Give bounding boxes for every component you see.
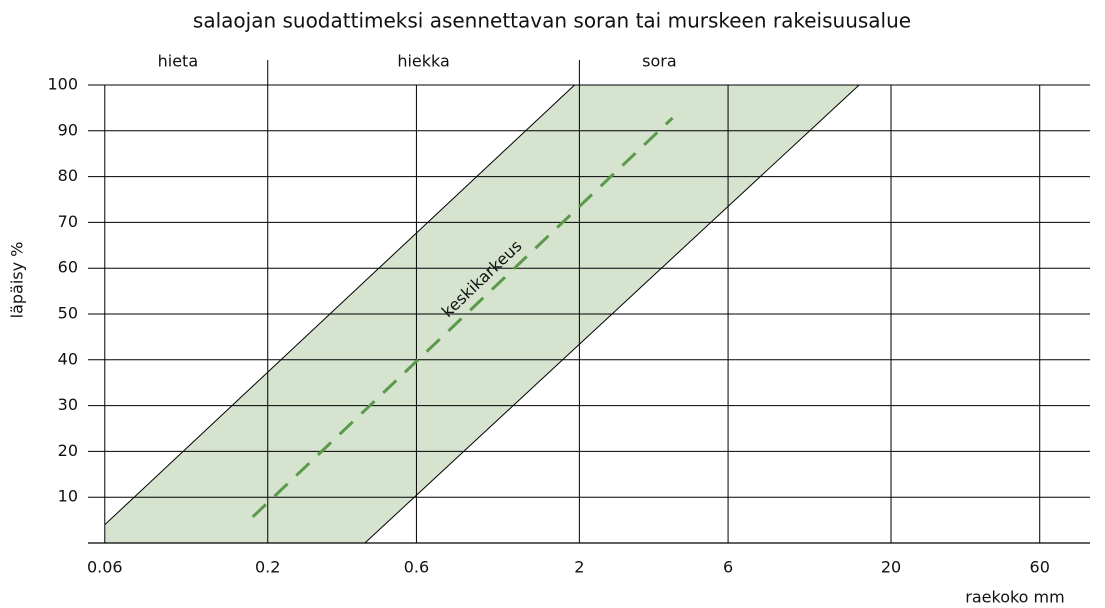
x-tick-label: 0.6	[404, 558, 429, 577]
zone-label: hieta	[158, 52, 199, 71]
y-tick-label: 20	[58, 441, 78, 460]
chart-title: salaojan suodattimeksi asennettavan sora…	[193, 9, 911, 33]
y-axis-label: läpäisy %	[8, 242, 27, 319]
y-tick-label: 10	[58, 487, 78, 506]
zone-label: sora	[642, 52, 677, 71]
y-tick-label: 70	[58, 212, 78, 231]
x-axis-label: raekoko mm	[965, 588, 1064, 607]
x-tick-label: 0.2	[255, 558, 280, 577]
x-tick-label: 0.06	[87, 558, 123, 577]
y-tick-label: 40	[58, 349, 78, 368]
y-tick-label: 60	[58, 258, 78, 277]
y-tick-label: 80	[58, 166, 78, 185]
x-tick-label: 2	[574, 558, 584, 577]
band-boundary	[364, 84, 860, 544]
y-tick-label: 30	[58, 395, 78, 414]
band-boundary	[104, 84, 575, 526]
x-tick-label: 20	[881, 558, 901, 577]
x-tick-label: 6	[723, 558, 733, 577]
y-tick-label: 100	[47, 75, 78, 94]
series-line	[251, 116, 674, 518]
zone-label: hiekka	[397, 52, 449, 71]
y-tick-label: 50	[58, 304, 78, 323]
y-tick-label: 90	[58, 120, 78, 139]
x-tick-label: 60	[1030, 558, 1050, 577]
